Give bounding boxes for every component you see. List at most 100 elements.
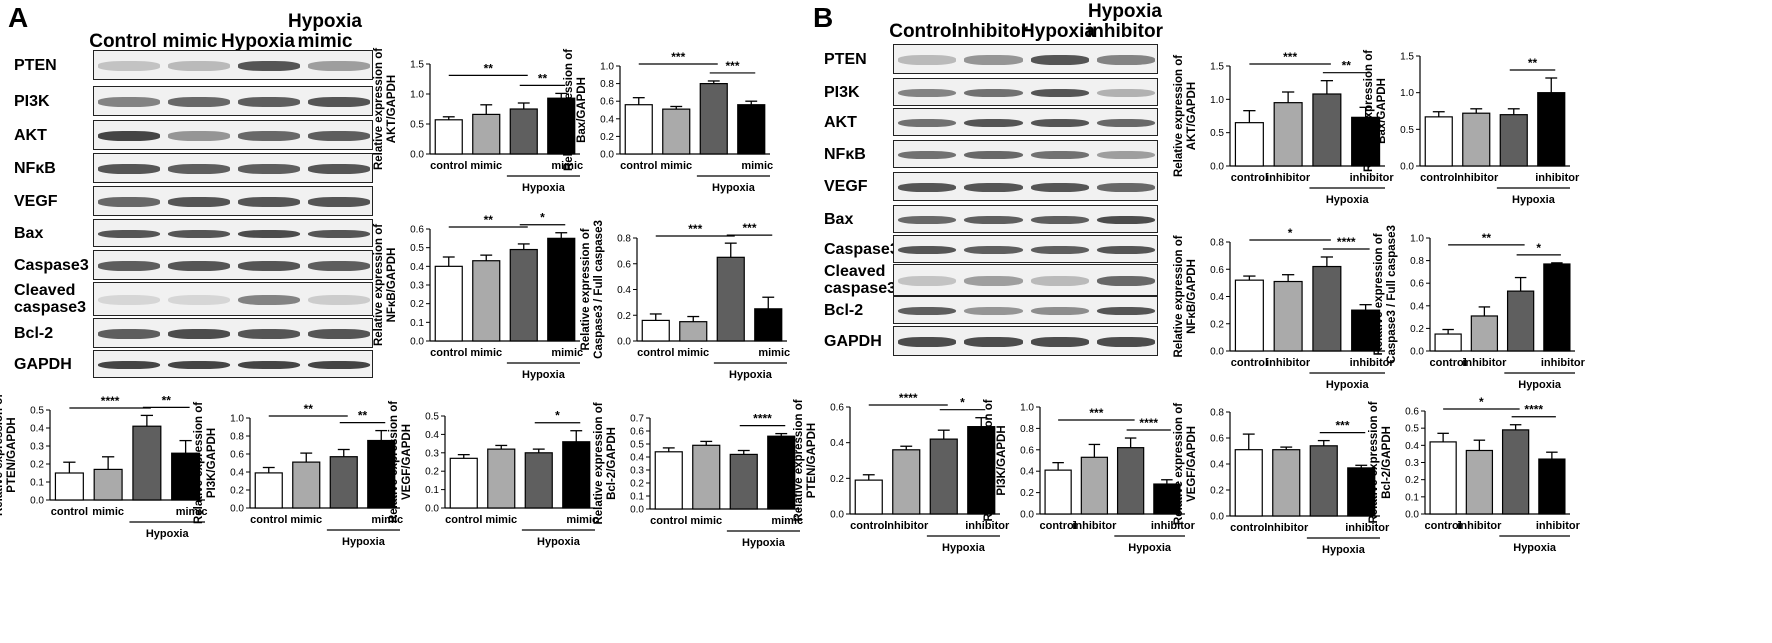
protein-band [1030,55,1089,65]
category-label: inhibitor [1072,520,1117,532]
blot-column-header: mimic [162,31,218,52]
y-tick-label: 1.0 [230,414,244,425]
protein-band [168,229,230,239]
y-tick-label: 0.6 [1405,407,1419,418]
y-axis-label: Relative expression ofBax/GAPDH [563,49,588,171]
y-tick-label: 0.2 [1210,319,1224,330]
y-tick-label: 0.8 [1410,256,1424,267]
category-label: inhibitor [1350,357,1395,369]
y-tick-label: 0.0 [617,337,631,348]
bar-chart-b-bax: 0.0 0.5 1.0 1.5 Relative expression ofBax/GA… [1363,50,1580,206]
blot-strip [893,205,1158,233]
group-label: Hypoxia [522,369,566,381]
y-axis-label: Relative expression ofAKT/GAPDH [373,48,398,170]
y-tick-label: 0.5 [425,412,439,423]
bar [1506,290,1535,352]
y-tick-label: 1.5 [1210,62,1224,73]
bar [449,457,478,509]
group-label: Hypoxia [1322,544,1366,556]
bar [624,104,653,155]
bar-chart-a-pten: 0.0 0.1 0.2 0.3 0.4 0.5 Relative expression of… [0,393,208,540]
category-label: inhibitor [1457,520,1502,532]
category-label: inhibitor [884,520,929,532]
bar [171,452,201,501]
y-tick-label: 0.2 [1210,486,1224,497]
y-axis-label: Relative expression ofCaspase3 / Full ca… [1373,225,1398,364]
category-label: control [1429,357,1466,369]
protein-band [898,55,957,65]
blot-strip [93,186,373,216]
bar [524,452,553,509]
y-tick-label: 0.0 [1210,162,1224,173]
group-label: Hypoxia [522,182,566,194]
category-label: control [620,160,657,172]
bar [1273,280,1303,352]
category-label: mimic [470,160,502,172]
bar [93,468,123,501]
protein-band [238,131,300,141]
bar [1234,122,1264,167]
bar-chart-a-pi3k: 0.0 0.2 0.4 0.6 0.8 1.0 Relative expression of… [193,402,403,548]
blot-strip [93,153,373,183]
protein-band [1096,118,1155,128]
y-tick-label: 0.5 [1210,128,1224,139]
y-tick-label: 0.8 [600,79,614,90]
bar [329,456,358,509]
protein-band [898,150,957,160]
group-label: Hypoxia [942,542,986,554]
protein-band [964,306,1023,316]
bar [1499,114,1528,167]
bar [292,461,321,509]
y-axis-label: Relative expression ofPTEN/GAPDH [793,399,818,521]
protein-band [308,131,370,141]
category-label: inhibitor [1350,172,1395,184]
y-tick-label: 1.0 [600,62,614,73]
bar-chart-a-bcl2: 0.0 0.1 0.2 0.3 0.4 0.5 0.6 0.7 Relative express… [593,402,803,549]
bar [1465,449,1494,515]
y-tick-label: 0.3 [30,442,44,453]
bar [699,82,728,155]
significance-label: *** [742,221,756,235]
protein-band [238,164,300,174]
y-axis-label: Relative expression ofBcl-2/GAPDH [1368,401,1393,523]
bar [547,97,576,155]
bar [487,448,516,509]
protein-band [1096,275,1155,287]
category-label: mimic [485,514,517,526]
blot-strip [93,318,373,348]
bar [1347,467,1376,517]
protein-band [1096,182,1155,193]
category-label: inhibitor [1536,520,1581,532]
protein-band [168,131,230,141]
protein-band [98,164,160,174]
bar [547,237,576,342]
y-tick-label: 0.6 [600,97,614,108]
bar [132,425,162,501]
blot-strip [893,264,1158,296]
protein-band [168,329,230,339]
y-tick-label: 1.5 [410,60,424,71]
y-tick-label: 0.4 [1020,467,1034,478]
category-label: inhibitor [1345,522,1390,534]
category-label: mimic [741,160,773,172]
bar [679,321,708,342]
y-tick-label: 1.0 [1020,403,1034,414]
blot-strip [93,50,373,80]
protein-band [168,164,230,174]
y-tick-label: 0.3 [630,466,644,477]
significance-label: ** [1482,231,1492,245]
y-tick-label: 0.4 [600,114,614,125]
bar [1537,92,1566,167]
blot-column-header: Control [889,21,957,42]
significance-label: **** [899,391,918,405]
protein-band [1096,245,1155,255]
protein-band [98,197,160,207]
y-tick-label: 0.4 [617,285,631,296]
significance-label: **** [1524,403,1543,417]
blot-row-label: VEGF [14,192,58,210]
protein-band [168,294,230,306]
blot-column-header: Hypoxia mimic [288,11,362,52]
group-label: Hypoxia [1513,542,1557,554]
y-axis-label: Relative expression ofVEGF/GAPDH [388,401,413,523]
y-tick-label: 0.6 [410,225,424,236]
